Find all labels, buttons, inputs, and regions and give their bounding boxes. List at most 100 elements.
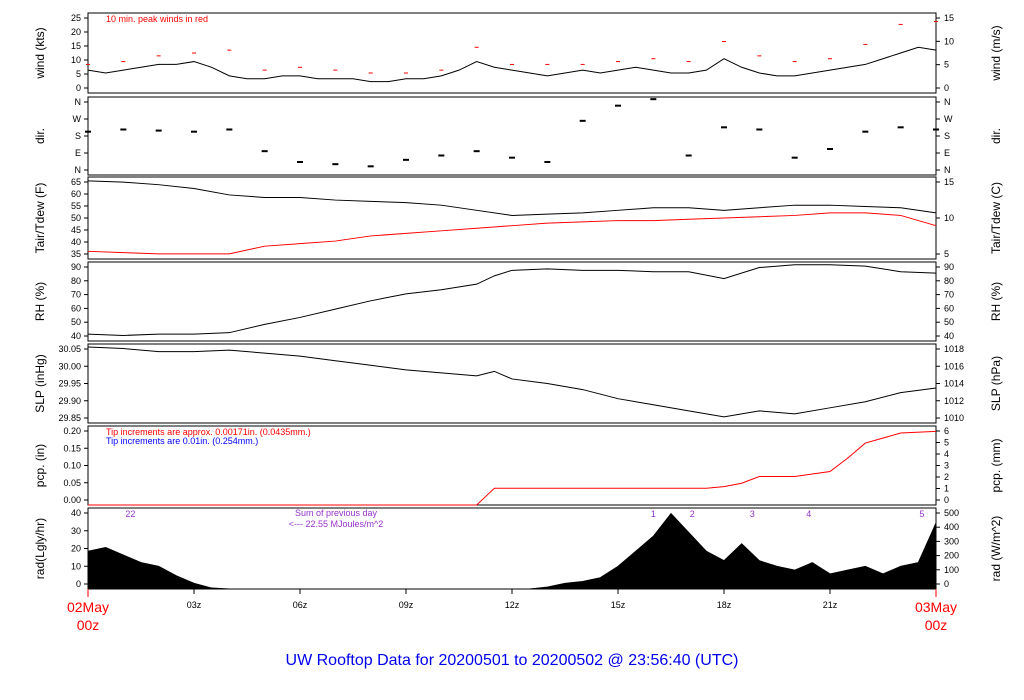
right-tick-label: 5: [944, 249, 949, 259]
footer-title: UW Rooftop Data for 20200501 to 20200502…: [286, 652, 739, 669]
right-tick-label: 60: [944, 303, 954, 313]
panel-annotation: 10 min. peak winds in red: [106, 14, 208, 24]
left-tick-label: 0: [76, 83, 81, 93]
data-line: [88, 430, 937, 506]
right-tick-label: 1012: [944, 396, 964, 406]
day-label: 1: [651, 509, 656, 519]
x-tick-label: 12z: [505, 600, 520, 610]
left-tick-label: 55: [71, 201, 81, 211]
pcp-note-red: Tip increments are approx. 0.00171in. (0…: [106, 427, 311, 437]
left-tick-label: 80: [71, 276, 81, 286]
left-tick-label: 40: [71, 237, 81, 247]
left-tick-label: E: [75, 148, 81, 158]
left-axis-label: SLP (inHg): [33, 354, 47, 412]
right-axis-label: Tair/Tdew (C): [989, 182, 1003, 254]
left-tick-label: N: [75, 165, 82, 175]
left-tick-label: 65: [71, 177, 81, 187]
right-axis-label: SLP (hPa): [989, 356, 1003, 411]
x-tick-label: 03z: [187, 600, 202, 610]
right-tick-label: 1014: [944, 379, 964, 389]
left-tick-label: 20: [71, 27, 81, 37]
right-tick-label: 5: [944, 60, 949, 70]
panel-rh: 40 50 60 70 80 90 40 50 60 70 80 90 RH (%) RH (%): [33, 261, 1003, 342]
panel-frame: [87, 96, 937, 176]
x-tick-label: 09z: [399, 600, 414, 610]
right-tick-label: 500: [944, 508, 959, 518]
right-tick-label: 10: [944, 213, 954, 223]
x-tick-label: 21z: [823, 600, 838, 610]
right-tick-label: 80: [944, 276, 954, 286]
right-tick-label: 300: [944, 536, 959, 546]
right-tick-label: 40: [944, 331, 954, 341]
left-tick-label: 0.05: [63, 478, 81, 488]
day-label: 5: [919, 509, 924, 519]
data-line: [87, 212, 937, 255]
right-tick-label: 15: [944, 13, 954, 23]
right-tick-label: 10: [944, 36, 954, 46]
left-tick-label: 50: [71, 317, 81, 327]
left-tick-label: 30.05: [58, 344, 81, 354]
left-tick-label: 45: [71, 225, 81, 235]
left-axis-label: RH (%): [33, 282, 47, 321]
right-tick-label: N: [944, 165, 951, 175]
right-axis-label: wind (m/s): [989, 25, 1003, 81]
x-end-hour: 00z: [925, 617, 948, 633]
left-tick-label: 29.95: [58, 379, 81, 389]
right-axis-label: RH (%): [989, 282, 1003, 321]
left-axis-label: wind (kts): [33, 27, 47, 79]
left-tick-label: 0.20: [63, 426, 81, 436]
left-tick-label: 60: [71, 189, 81, 199]
sum-value: <--- 22.55 MJoules/m^2: [289, 519, 384, 529]
right-axis-label: rad (W/m^2): [989, 516, 1003, 582]
right-tick-label: 200: [944, 551, 959, 561]
panel-pcp: 0.00 0.05 0.10 0.15 0.20 01 23 45 6 pcp. (in) pcp.…: [33, 425, 1003, 506]
right-tick-label: 15: [944, 177, 954, 187]
left-tick-label: 90: [71, 262, 81, 272]
sum-label: Sum of previous day: [295, 508, 378, 518]
left-tick-label: 10: [71, 55, 81, 65]
panel-frame: [87, 261, 937, 342]
left-tick-label: 35: [71, 249, 81, 259]
left-tick-label: N: [75, 97, 82, 107]
left-tick-label: 40: [71, 508, 81, 518]
left-tick-label: 29.85: [58, 413, 81, 423]
left-tick-label: 50: [71, 213, 81, 223]
panel-slp: 29.85 29.90 29.95 30.00 30.05 1010 1012 1014 101…: [33, 343, 1003, 424]
right-tick-label: 1016: [944, 361, 964, 371]
day-label: 3: [750, 509, 755, 519]
left-tick-label: 29.90: [58, 396, 81, 406]
data-area: [87, 512, 937, 590]
right-tick-label: 0: [944, 83, 949, 93]
right-tick-label: 50: [944, 317, 954, 327]
left-tick-label: 25: [71, 13, 81, 23]
panel-wind: 0 5 10 15 20 25 0 5 10 15 wind (kts) wind (m/s) 10 m…: [33, 12, 1003, 94]
day-label: 4: [806, 509, 811, 519]
panel-frame: [87, 176, 937, 260]
x-tick-label: 06z: [293, 600, 308, 610]
left-tick-label: W: [73, 114, 82, 124]
left-tick-label: 30: [71, 526, 81, 536]
right-tick-label: 3: [944, 461, 949, 471]
data-line: [87, 264, 937, 336]
left-axis-label: pcp. (in): [33, 444, 47, 487]
right-tick-label: 6: [944, 426, 949, 436]
data-line: [87, 46, 937, 83]
day-label: 2: [690, 509, 695, 519]
left-tick-label: 0.00: [63, 495, 81, 505]
left-tick-label: 5: [76, 69, 81, 79]
right-tick-label: N: [944, 97, 951, 107]
right-tick-label: 0: [944, 495, 949, 505]
panel-frame: [87, 12, 937, 94]
right-tick-label: S: [944, 131, 950, 141]
right-tick-label: 1018: [944, 344, 964, 354]
left-tick-label: 40: [71, 331, 81, 341]
left-tick-label: 0.15: [63, 443, 81, 453]
right-tick-label: 400: [944, 522, 959, 532]
x-end-date: 03May: [915, 599, 957, 615]
right-axis-label: pcp. (mm): [989, 438, 1003, 492]
left-tick-label: 20: [71, 544, 81, 554]
right-axis-label: dir.: [989, 128, 1003, 144]
